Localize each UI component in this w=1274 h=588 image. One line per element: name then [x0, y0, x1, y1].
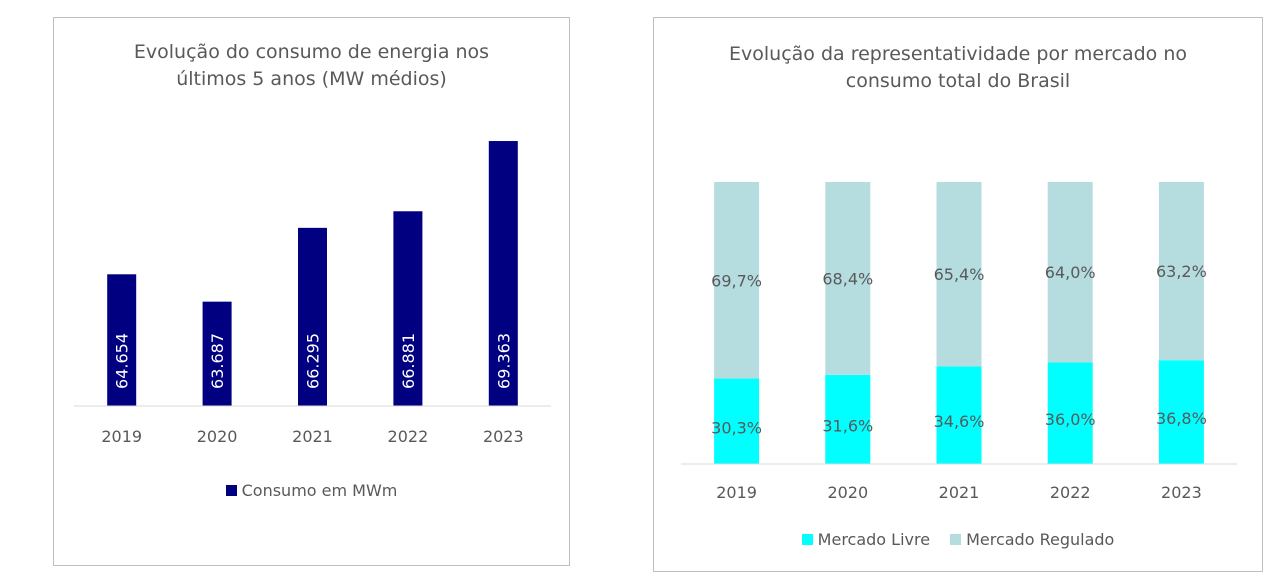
mercado-livre-bar: [1158, 360, 1204, 464]
mercado-livre-label: 36,8%: [1156, 409, 1207, 428]
consumption-bar-chart: 64.654 2019 63.687 2020 66.295 2021 66.881 2022…: [74, 141, 551, 446]
market-share-stacked-chart: 30,3% 69,7% 2019 31,6% 68,4% 2020 34,6% 65,4% 20…: [681, 182, 1237, 502]
mercado-livre-bar: [936, 366, 982, 464]
consumption-legend: Consumo em MWm: [54, 481, 569, 500]
mercado-x-tick-label: 2021: [939, 483, 980, 502]
market-share-chart-title-line-2: consumo total do Brasil: [845, 70, 1071, 92]
consumo-bar-label: 66.881: [399, 333, 418, 389]
consumo-bar: [393, 211, 423, 406]
mercado-regulado-label: 63,2%: [1156, 262, 1207, 281]
consumo-x-tick-label: 2019: [101, 427, 142, 446]
mercado-livre-label: 31,6%: [822, 416, 873, 435]
mercado-livre-bar: [1047, 362, 1093, 464]
consumo-bar-label: 66.295: [304, 333, 323, 389]
mercado-livre-label: 30,3%: [711, 418, 762, 437]
legend-label-consumo: Consumo em MWm: [241, 481, 398, 500]
mercado-livre-label: 36,0%: [1045, 410, 1096, 429]
legend-swatch-mercado-regulado: [950, 534, 962, 545]
mercado-livre-bar: [825, 374, 871, 464]
market-share-legend: Mercado Livre Mercado Regulado: [654, 530, 1262, 549]
consumption-chart-panel: Evolução do consumo de energia nos últim…: [53, 17, 570, 566]
mercado-regulado-label: 68,4%: [822, 269, 873, 288]
consumo-x-tick-label: 2023: [483, 427, 524, 446]
consumption-chart-title: Evolução do consumo de energia nos últim…: [54, 39, 569, 93]
mercado-livre-label: 34,6%: [934, 412, 985, 431]
mercado-livre-bar: [714, 378, 760, 464]
legend-label-mercado-livre: Mercado Livre: [817, 530, 931, 549]
mercado-x-tick-label: 2020: [827, 483, 868, 502]
mercado-regulado-bar: [714, 182, 760, 379]
consumo-bar: [202, 301, 232, 406]
consumo-x-tick-label: 2021: [292, 427, 333, 446]
consumo-bar: [298, 227, 327, 406]
market-share-chart-title: Evolução da representatividade por merca…: [654, 41, 1262, 95]
consumo-x-tick-label: 2022: [388, 427, 429, 446]
mercado-regulado-bar: [1158, 182, 1204, 361]
consumo-x-tick-label: 2020: [197, 427, 238, 446]
consumption-chart-title-line-2: últimos 5 anos (MW médios): [176, 68, 447, 90]
legend-item-mercado-regulado: Mercado Regulado: [950, 530, 1114, 549]
legend-item-consumo: Consumo em MWm: [225, 481, 398, 500]
mercado-regulado-bar: [936, 182, 982, 367]
mercado-regulado-label: 65,4%: [934, 265, 985, 284]
legend-item-mercado-livre: Mercado Livre: [801, 530, 931, 549]
consumo-bar-label: 63.687: [208, 333, 227, 389]
mercado-regulado-label: 69,7%: [711, 271, 762, 290]
consumption-chart-title-line-1: Evolução do consumo de energia nos: [133, 41, 490, 63]
mercado-x-tick-label: 2022: [1050, 483, 1091, 502]
consumo-bar: [488, 141, 518, 406]
mercado-regulado-bar: [825, 182, 871, 375]
market-share-chart-panel: Evolução da representatividade por merca…: [653, 17, 1263, 572]
legend-swatch-mercado-livre: [801, 534, 813, 545]
consumo-bar-label: 69.363: [494, 333, 513, 389]
mercado-x-tick-label: 2023: [1161, 483, 1202, 502]
mercado-regulado-label: 64,0%: [1045, 263, 1096, 282]
legend-label-mercado-regulado: Mercado Regulado: [966, 530, 1115, 549]
consumo-bar: [107, 274, 137, 406]
mercado-regulado-bar: [1047, 182, 1093, 363]
legend-swatch-consumo: [225, 485, 237, 496]
market-share-chart-title-line-1: Evolução da representatividade por merca…: [729, 43, 1187, 65]
mercado-x-tick-label: 2019: [716, 483, 757, 502]
consumo-bar-label: 64.654: [113, 333, 132, 389]
